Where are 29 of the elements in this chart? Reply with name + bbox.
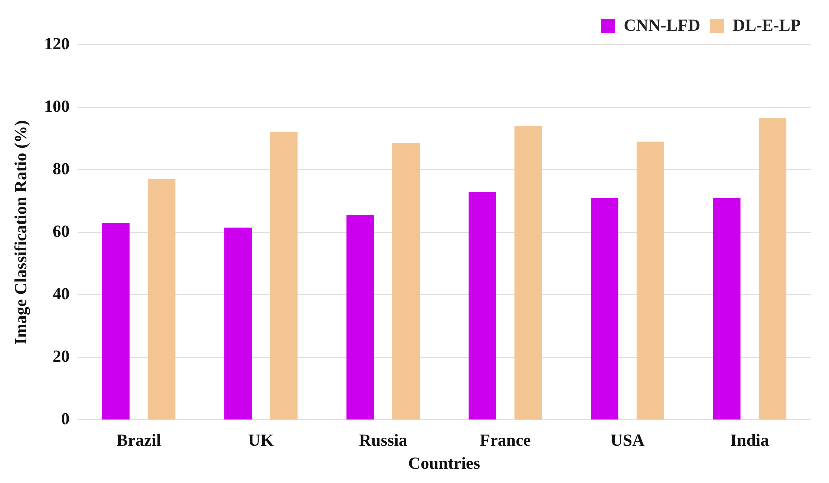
bar [468,192,496,420]
y-axis-title: Image Classification Ratio (%) [12,120,31,345]
bar [636,142,664,420]
y-tick-label: 100 [44,96,70,116]
bar [148,179,176,420]
y-tick-label: 0 [61,410,70,429]
bar [759,118,787,420]
x-tick-label: Russia [359,430,408,450]
y-tick-label: 40 [52,284,70,304]
x-tick-label: Brazil [116,430,162,450]
x-tick-label: India [730,430,770,450]
bar [224,228,252,420]
x-tick-label: UK [248,430,275,450]
x-axis-title: Countries [408,454,481,474]
x-tick-label: USA [610,430,646,450]
bar [713,198,741,420]
y-tick-label: 20 [52,347,70,366]
bar [591,198,619,420]
bar [346,215,374,420]
legend-label: DL-E-LP [733,16,801,35]
y-tick-label: 80 [52,159,70,178]
bar [392,143,420,420]
x-tick-label: France [480,430,532,450]
bar [270,132,298,420]
y-tick-label: 120 [44,34,70,54]
bar [102,223,130,420]
bar [514,126,542,420]
y-tick-label: 60 [52,222,70,241]
legend-label: CNN-LFD [624,16,701,35]
